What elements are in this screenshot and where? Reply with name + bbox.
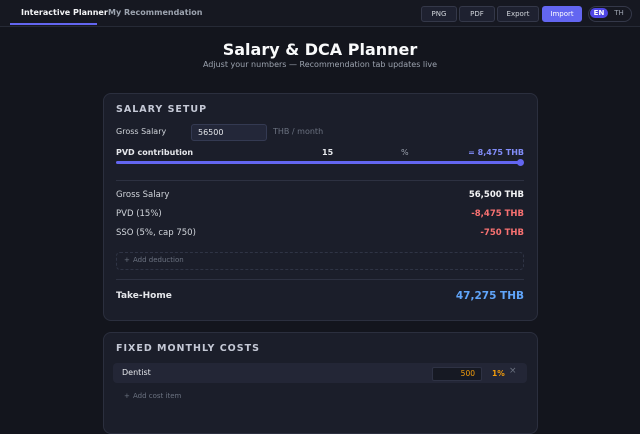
pvd-unit: % <box>401 148 409 157</box>
divider <box>116 279 524 280</box>
page-subtitle: Adjust your numbers — Recommendation tab… <box>202 60 438 69</box>
pvd-label: PVD contribution <box>116 148 194 157</box>
cost-share: 1% <box>492 369 505 378</box>
pvd-slider[interactable] <box>116 161 521 164</box>
row-label: SSO (5%, cap 750) <box>116 228 196 238</box>
cost-name: Dentist <box>122 368 151 377</box>
row-label: PVD (15%) <box>116 209 162 219</box>
slider-thumb[interactable] <box>517 159 524 166</box>
pdf-button[interactable]: PDF <box>459 6 495 22</box>
lang-switch <box>588 6 632 22</box>
salary-card <box>103 93 538 321</box>
page-title: Salary & DCA Planner <box>222 40 418 59</box>
remove-icon[interactable]: × <box>509 366 517 376</box>
row-value: -8,475 THB <box>471 209 524 219</box>
takehome-label: Take-Home <box>116 291 172 301</box>
tab[interactable]: Interactive Planner <box>21 8 108 17</box>
card-title: FIXED MONTHLY COSTS <box>116 343 260 354</box>
add-deduction[interactable] <box>116 252 524 270</box>
pvd-amount: = 8,475 THB <box>468 148 524 157</box>
lang-en[interactable]: EN <box>590 8 608 18</box>
takehome-value: 47,275 THB <box>455 290 524 302</box>
png-button[interactable]: PNG <box>421 6 457 22</box>
divider <box>116 180 524 181</box>
add-cost-label[interactable]: Add cost item <box>133 392 182 400</box>
lang-th[interactable]: TH <box>614 9 624 17</box>
plus-icon: + <box>124 256 130 264</box>
unit-label: THB / month <box>273 127 324 136</box>
add-deduction-label: Add deduction <box>133 256 184 264</box>
plus-icon: + <box>124 392 130 400</box>
cost-row <box>113 363 527 383</box>
card-title: SALARY SETUP <box>116 104 208 115</box>
page: Interactive Planner My Recommendation PN… <box>0 6 640 434</box>
tab[interactable]: My Recommendation <box>108 8 203 17</box>
export-button[interactable]: Export <box>497 6 539 22</box>
row-value: 56,500 THB <box>468 190 524 200</box>
pvd-value: 15 <box>322 148 334 157</box>
cost-amount[interactable]: 500 <box>432 367 482 381</box>
tab-underline <box>10 23 97 25</box>
gross-input[interactable]: 56500 <box>191 124 267 141</box>
row-label: Gross Salary <box>116 190 170 200</box>
field-label: Gross Salary <box>116 127 167 136</box>
import-button[interactable]: Import <box>542 6 582 22</box>
row-value: -750 THB <box>480 228 524 238</box>
